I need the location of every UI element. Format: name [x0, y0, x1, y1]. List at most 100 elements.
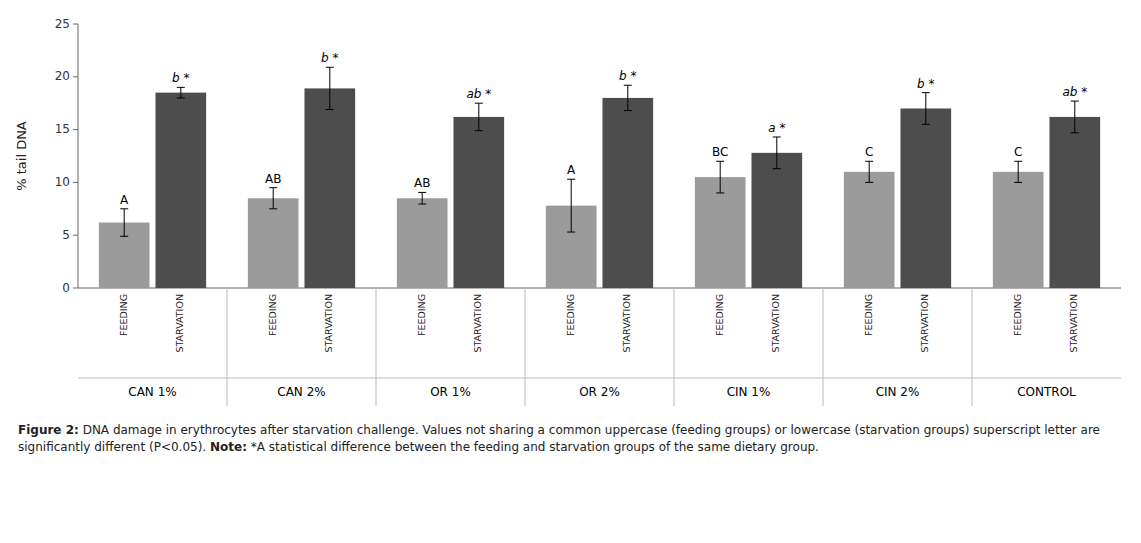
significance-label: C [865, 145, 873, 159]
error-bar-stem [1074, 101, 1075, 133]
y-tick [73, 24, 78, 25]
category-label: CAN 1% [128, 385, 176, 399]
bar [900, 108, 951, 288]
series-name-label: FEEDING [714, 294, 725, 336]
significance-label: A [120, 193, 129, 207]
error-bar-cap [1014, 182, 1022, 183]
error-bar [120, 209, 128, 236]
error-bar-stem [273, 188, 274, 209]
group-separator [227, 288, 228, 406]
error-bar [418, 192, 426, 204]
caption-title: Figure 2: [18, 423, 79, 437]
error-bar-cap [567, 232, 575, 233]
error-bar-stem [180, 87, 181, 98]
error-bar-cap [865, 161, 873, 162]
series-name-label: FEEDING [565, 294, 576, 336]
bar [397, 198, 448, 288]
error-bar-cap [922, 92, 930, 93]
significance-label: A [567, 163, 576, 177]
y-tick [73, 235, 78, 236]
y-tick [73, 182, 78, 183]
y-axis: 0510152025 [55, 17, 1121, 295]
bar [751, 153, 802, 288]
series-name-label: FEEDING [416, 294, 427, 336]
error-bar-cap [326, 109, 334, 110]
bar [248, 198, 299, 288]
category-label: CIN 1% [727, 385, 771, 399]
y-tick-label: 0 [62, 281, 70, 295]
bar [602, 98, 653, 288]
y-axis-label: % tail DNA [14, 121, 29, 191]
error-bar [773, 137, 781, 169]
error-bar-cap [1071, 101, 1079, 102]
series-name-label: FEEDING [118, 294, 129, 336]
note-text: *A statistical difference between the fe… [251, 440, 819, 454]
significance-label: b * [619, 69, 636, 83]
significance-label: AB [414, 176, 430, 190]
significance-label: b * [172, 71, 189, 85]
category-label: CONTROL [1017, 385, 1076, 399]
error-bar-cap [716, 192, 724, 193]
significance-label: ab * [1062, 85, 1087, 99]
x-axis-line [78, 288, 1121, 289]
error-bar-cap [120, 236, 128, 237]
bar [155, 93, 206, 288]
caption: Figure 2: DNA damage in erythrocytes aft… [0, 418, 1141, 457]
significance-label: a * [768, 121, 785, 135]
category-label: CAN 2% [277, 385, 325, 399]
category-label: OR 1% [430, 385, 471, 399]
error-bar [922, 93, 930, 125]
bar [993, 172, 1044, 288]
group-separator [972, 288, 973, 406]
error-bar [716, 161, 724, 193]
error-bar-stem [720, 161, 721, 193]
error-bar [567, 179, 575, 232]
group-row-separator [78, 378, 1121, 379]
series-name-label: FEEDING [1012, 294, 1023, 336]
error-bar-cap [269, 208, 277, 209]
error-bar-cap [120, 208, 128, 209]
series-name-label: STARVATION [472, 294, 483, 353]
group-separator [525, 288, 526, 406]
bar [844, 172, 895, 288]
error-bar [326, 67, 334, 109]
error-bar-stem [124, 209, 125, 236]
error-bar-cap [1014, 161, 1022, 162]
error-bar-cap [624, 85, 632, 86]
y-tick [73, 129, 78, 130]
bar [453, 117, 504, 288]
group-separator [823, 288, 824, 406]
bar [695, 177, 746, 288]
group-separator [376, 288, 377, 406]
significance-label: C [1014, 145, 1022, 159]
bar [1049, 117, 1100, 288]
error-bar-cap [269, 187, 277, 188]
group-separator [674, 288, 675, 406]
error-bar-cap [326, 67, 334, 68]
error-bar [269, 188, 277, 209]
error-bar-cap [177, 97, 185, 98]
series-name-label: STARVATION [621, 294, 632, 353]
bar [304, 88, 355, 288]
error-bar-cap [624, 110, 632, 111]
error-bar-stem [925, 93, 926, 125]
error-bar-cap [1071, 132, 1079, 133]
error-bar-cap [418, 192, 426, 193]
error-bar-cap [567, 179, 575, 180]
error-bar-cap [865, 182, 873, 183]
series-name-label: STARVATION [174, 294, 185, 353]
significance-label: AB [265, 172, 281, 186]
error-bar-stem [422, 192, 423, 204]
error-bar-stem [627, 85, 628, 110]
error-bar-stem [329, 67, 330, 109]
error-bar-stem [571, 179, 572, 232]
series-name-label: FEEDING [267, 294, 278, 336]
error-bar [865, 161, 873, 182]
error-bar [1071, 101, 1079, 133]
error-bar-cap [773, 168, 781, 169]
error-bar-cap [773, 136, 781, 137]
error-bar [475, 103, 483, 130]
error-bar-stem [478, 103, 479, 130]
error-bar-cap [716, 161, 724, 162]
y-axis-line [78, 24, 79, 288]
